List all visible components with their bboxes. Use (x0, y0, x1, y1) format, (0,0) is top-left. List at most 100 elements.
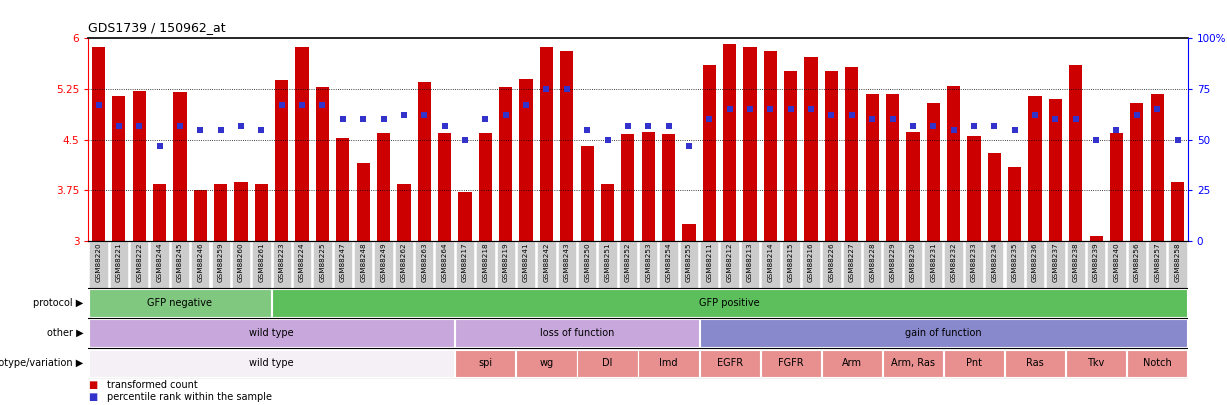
Bar (130, 241, 148, 288)
Bar (211, 241, 229, 288)
Text: GSM88252: GSM88252 (625, 242, 631, 282)
Point (211, 126, 231, 133)
Text: ■: ■ (88, 392, 98, 402)
Point (964, 122, 984, 129)
Text: other ▶: other ▶ (47, 328, 83, 338)
Bar (355, 241, 372, 288)
Point (1045, 116, 1065, 123)
Bar (886, 94, 899, 241)
Bar (1005, 350, 1065, 377)
Bar (1066, 241, 1085, 288)
Point (1107, 126, 1126, 133)
Text: GSM88239: GSM88239 (1093, 242, 1099, 282)
Bar (561, 51, 573, 241)
Text: GDS1739 / 150962_at: GDS1739 / 150962_at (88, 21, 226, 34)
Text: GSM88251: GSM88251 (605, 242, 611, 282)
Bar (415, 241, 433, 288)
Text: GFP positive: GFP positive (699, 298, 760, 308)
Text: protocol ▶: protocol ▶ (33, 298, 83, 308)
Text: GSM88254: GSM88254 (665, 242, 671, 282)
Text: GSM88222: GSM88222 (136, 242, 142, 282)
Bar (601, 183, 615, 241)
Text: GSM88224: GSM88224 (299, 242, 306, 282)
Text: wild type: wild type (249, 328, 294, 338)
Text: GSM88256: GSM88256 (1134, 242, 1140, 282)
Text: GSM88215: GSM88215 (788, 242, 794, 282)
Bar (580, 147, 594, 241)
Point (822, 112, 842, 119)
Bar (642, 132, 655, 241)
Point (740, 106, 760, 113)
Bar (92, 47, 106, 241)
Bar (191, 241, 210, 288)
Bar (336, 139, 350, 241)
Bar (1009, 167, 1021, 241)
Text: GSM88257: GSM88257 (1155, 242, 1161, 282)
Point (618, 122, 638, 129)
Text: GSM88214: GSM88214 (767, 242, 773, 282)
Text: GSM88258: GSM88258 (1174, 242, 1180, 282)
Point (272, 102, 292, 109)
Point (924, 122, 944, 129)
Text: GSM88240: GSM88240 (1113, 242, 1119, 282)
Bar (436, 241, 454, 288)
Point (699, 116, 719, 123)
Bar (499, 87, 513, 241)
Bar (417, 82, 431, 241)
Bar (988, 153, 1001, 241)
Text: GSM88217: GSM88217 (463, 242, 467, 282)
Point (171, 122, 190, 129)
Bar (904, 241, 921, 288)
Bar (296, 47, 309, 241)
Point (984, 122, 1004, 129)
Bar (907, 132, 919, 241)
Bar (1005, 241, 1023, 288)
Bar (90, 241, 108, 288)
Point (231, 122, 250, 129)
Bar (699, 350, 760, 377)
Point (944, 126, 963, 133)
Bar (1047, 241, 1065, 288)
Point (842, 112, 861, 119)
Text: GSM88235: GSM88235 (1012, 242, 1017, 282)
Text: Ras: Ras (1026, 358, 1044, 369)
Bar (682, 224, 696, 241)
Bar (357, 163, 369, 241)
Point (455, 136, 475, 143)
Point (1005, 126, 1025, 133)
Bar (293, 241, 312, 288)
Text: Tkv: Tkv (1087, 358, 1104, 369)
Text: GSM88234: GSM88234 (991, 242, 998, 282)
Bar (1069, 66, 1082, 241)
Bar (843, 241, 861, 288)
Bar (1110, 133, 1123, 241)
Point (536, 86, 556, 92)
Text: Arm: Arm (842, 358, 861, 369)
Bar (88, 350, 454, 377)
Bar (1028, 96, 1042, 241)
Bar (883, 241, 902, 288)
Text: GSM88231: GSM88231 (930, 242, 936, 282)
Text: GSM88232: GSM88232 (951, 242, 957, 282)
Text: GSM88228: GSM88228 (869, 242, 875, 282)
Text: GSM88221: GSM88221 (115, 242, 121, 282)
Bar (845, 67, 859, 241)
Text: GSM88212: GSM88212 (726, 242, 733, 282)
Text: GSM88236: GSM88236 (1032, 242, 1038, 282)
Bar (599, 241, 617, 288)
Bar (822, 241, 840, 288)
Text: GSM88237: GSM88237 (1053, 242, 1059, 282)
Bar (863, 241, 881, 288)
Bar (945, 241, 963, 288)
Point (1086, 136, 1106, 143)
Bar (744, 47, 757, 241)
Point (1128, 112, 1147, 119)
Bar (924, 241, 942, 288)
Text: genotype/variation ▶: genotype/variation ▶ (0, 358, 83, 369)
Bar (723, 44, 736, 241)
Text: wild type: wild type (249, 358, 294, 369)
Text: Arm, Ras: Arm, Ras (891, 358, 935, 369)
Point (415, 112, 434, 119)
Bar (1090, 236, 1103, 241)
Bar (194, 190, 207, 241)
